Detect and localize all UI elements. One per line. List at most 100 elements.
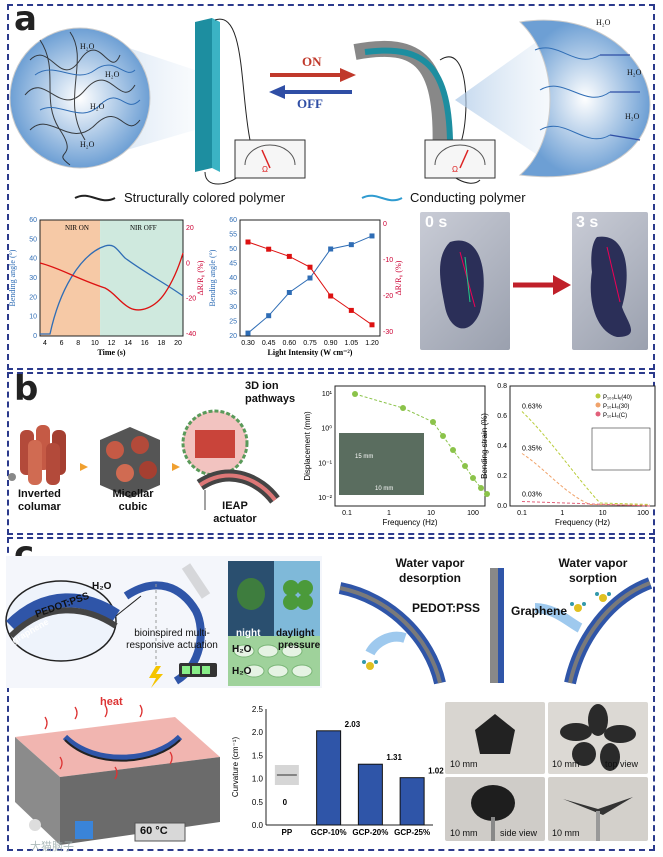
bar xyxy=(399,777,425,826)
annotation-1: 0.63% xyxy=(522,404,542,411)
struct-label-ieap: IEAP actuator xyxy=(213,500,257,526)
series-resistance xyxy=(39,252,184,311)
inset-scalebar: 15 mm xyxy=(355,454,373,460)
y-tick-right: -30 xyxy=(383,329,393,336)
legend-marker xyxy=(595,402,601,408)
x-tick-label: 18 xyxy=(157,340,165,347)
plot-frame xyxy=(39,219,184,337)
y-tick-left: 35 xyxy=(229,290,237,297)
heat-plate xyxy=(15,704,220,845)
region-nir-on xyxy=(40,220,101,336)
y-tick-label: 2.5 xyxy=(252,705,264,714)
photo-0s-label: 0 s xyxy=(425,214,448,231)
photo-3s-label: 3 s xyxy=(576,214,599,231)
daylight-label: daylight xyxy=(276,628,315,639)
chart-bending-intensity: 0.30 0.45 0.60 0.75 0.90 1.05 1.20 20 25 30 35 40 45… xyxy=(208,217,403,357)
off-label: OFF xyxy=(297,96,323,111)
water-label-left-3: H₂O xyxy=(90,102,105,111)
x-axis-label: Time (s) xyxy=(97,348,125,357)
desorption-label: Water vapor desorption xyxy=(395,556,465,585)
y-tick-left: 30 xyxy=(29,275,37,282)
x-tick-label: 0.75 xyxy=(303,340,317,347)
point-displacement xyxy=(470,475,476,481)
x-tick-label: 0.1 xyxy=(342,510,352,517)
legend-entry: P₁₀₀LIₑ(40) xyxy=(603,395,632,401)
y-tick-label: 0.8 xyxy=(497,383,507,390)
photo-c2-scale: 10 mm xyxy=(552,759,580,769)
on-label: ON xyxy=(302,54,322,69)
photo-c3-view: side view xyxy=(500,828,538,838)
y-axis-label: Displacement (mm) xyxy=(303,411,312,481)
y-tick-label: 0.0 xyxy=(252,821,264,830)
x-tick-label: 1 xyxy=(387,510,391,517)
x-axis-label: Light Intensity (W cm⁻²) xyxy=(268,348,353,357)
chart-displacement: 0.1 1 10 100 10¹ 10⁰ 10⁻¹ 10⁻² Frequency (Hz) Dis… xyxy=(303,385,490,527)
x-tick-label: 0.45 xyxy=(262,340,276,347)
chart-curvature: 0.0 0.5 1.0 1.5 2.0 2.5 Curvature (cm⁻¹) PP 0 GCP… xyxy=(231,705,444,837)
x-tick-label: GCP-20% xyxy=(352,828,388,837)
annotation-3: 0.03% xyxy=(522,492,542,499)
legend-entry: P₁₀LIₑ(C) xyxy=(603,413,627,419)
y-tick-left: 60 xyxy=(29,217,37,224)
panel-a-label: a xyxy=(14,0,37,39)
x-tick-label: 12 xyxy=(108,340,116,347)
photo-flower-top xyxy=(548,702,648,774)
inset-scalebar-2: 10 mm xyxy=(375,486,393,492)
water-label-left-1: H₂O xyxy=(80,42,95,51)
y-axis-label: Bending strain (%) xyxy=(480,413,489,479)
y-tick-left: 55 xyxy=(229,232,237,239)
bar xyxy=(316,730,342,826)
point-bending xyxy=(307,275,313,281)
y-tick-left: 25 xyxy=(229,319,237,326)
point-resistance xyxy=(266,246,272,252)
sorption-label: Water vapor sorption xyxy=(558,556,628,585)
y-tick-left: 50 xyxy=(29,236,37,243)
y-tick-right: 20 xyxy=(186,225,194,232)
point-resistance xyxy=(369,322,375,328)
point-displacement xyxy=(352,391,358,397)
x-tick-label: PP xyxy=(282,828,293,837)
point-displacement xyxy=(450,447,456,453)
y-tick-left: 30 xyxy=(229,304,237,311)
point-displacement xyxy=(430,419,436,425)
y-tick-left: 20 xyxy=(229,333,237,340)
panel-c xyxy=(7,537,655,851)
x-tick-label: 1.05 xyxy=(345,340,359,347)
photo-c4-scale: 10 mm xyxy=(552,828,580,838)
y-tick-label: 10⁻¹ xyxy=(318,460,332,467)
y-tick-left: 40 xyxy=(29,256,37,263)
temp-label: 60 °C xyxy=(140,825,168,837)
region-on-label: NIR ON xyxy=(65,224,89,232)
y-tick-label: 10⁻² xyxy=(318,495,332,502)
point-displacement xyxy=(440,433,446,439)
plot-frame xyxy=(239,219,381,337)
water-label-left-4: H₂O xyxy=(80,140,95,149)
y-axis-label-left: Bending angle (°) xyxy=(208,249,217,306)
x-tick-label: 16 xyxy=(141,340,149,347)
y-tick-left: 60 xyxy=(229,217,237,224)
bar xyxy=(357,763,383,826)
point-resistance xyxy=(328,293,334,299)
bio-label: bioinspired multi-responsive actuation xyxy=(126,628,218,651)
x-tick-label: 0.60 xyxy=(283,340,297,347)
point-bending xyxy=(245,330,251,336)
region-off-label: NIR OFF xyxy=(130,224,157,232)
water-label-right-3: H₂O xyxy=(625,112,640,121)
water-label-right-2: H₂O xyxy=(627,68,642,77)
point-bending xyxy=(348,242,354,248)
point-bending xyxy=(328,246,334,252)
x-tick-label: 100 xyxy=(637,510,649,517)
y-tick-left: 0 xyxy=(33,333,37,340)
photo-flower-side xyxy=(548,777,648,841)
x-tick-label: 4 xyxy=(43,340,47,347)
data-label: 0 xyxy=(283,798,288,807)
y-tick-left: 20 xyxy=(29,294,37,301)
point-bending xyxy=(286,290,292,295)
photo-c3-scale: 10 mm xyxy=(450,828,478,838)
point-resistance xyxy=(245,239,251,245)
y-tick-label: 10⁰ xyxy=(321,425,332,433)
legend-marker xyxy=(595,393,601,399)
y-tick-right: 0 xyxy=(186,260,190,267)
inset-photo xyxy=(339,433,424,495)
y-tick-label: 2.0 xyxy=(252,728,264,737)
